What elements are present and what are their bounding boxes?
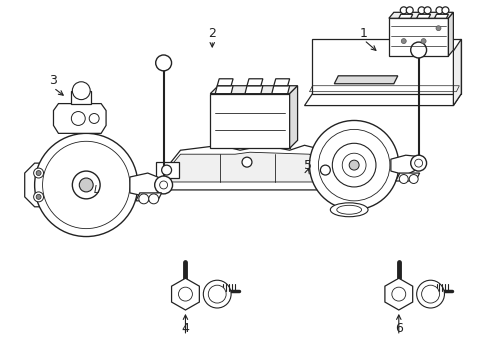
Circle shape <box>320 165 330 175</box>
Circle shape <box>139 194 148 204</box>
Circle shape <box>421 285 439 303</box>
Polygon shape <box>130 173 165 197</box>
Circle shape <box>401 39 406 44</box>
Polygon shape <box>388 12 452 18</box>
Circle shape <box>36 194 41 199</box>
Polygon shape <box>390 155 421 175</box>
Circle shape <box>34 192 43 202</box>
Text: 1: 1 <box>359 27 367 40</box>
Circle shape <box>435 7 442 14</box>
Circle shape <box>342 153 366 177</box>
Polygon shape <box>388 18 447 56</box>
Polygon shape <box>25 163 76 207</box>
Circle shape <box>178 287 192 301</box>
Circle shape <box>423 7 430 14</box>
Circle shape <box>408 175 417 184</box>
Polygon shape <box>273 79 289 86</box>
Circle shape <box>332 143 375 187</box>
Text: 3: 3 <box>49 74 57 87</box>
Circle shape <box>162 165 171 175</box>
Polygon shape <box>217 79 233 86</box>
Polygon shape <box>304 94 460 105</box>
Circle shape <box>242 157 251 167</box>
Polygon shape <box>244 86 263 94</box>
Circle shape <box>42 141 130 229</box>
Polygon shape <box>271 86 289 94</box>
Polygon shape <box>452 39 460 105</box>
Polygon shape <box>150 145 344 190</box>
Circle shape <box>71 112 85 125</box>
Circle shape <box>72 171 100 199</box>
Circle shape <box>160 181 167 189</box>
Polygon shape <box>215 86 233 94</box>
Polygon shape <box>334 76 397 84</box>
Polygon shape <box>165 152 326 182</box>
Circle shape <box>420 39 425 44</box>
Circle shape <box>208 285 225 303</box>
Polygon shape <box>155 162 178 178</box>
Circle shape <box>79 178 93 192</box>
Text: L: L <box>93 185 99 195</box>
Circle shape <box>72 82 90 100</box>
Circle shape <box>410 155 426 171</box>
Circle shape <box>348 160 358 170</box>
Circle shape <box>203 280 231 308</box>
Text: 4: 4 <box>181 322 189 336</box>
Circle shape <box>36 171 41 176</box>
Circle shape <box>155 55 171 71</box>
Circle shape <box>410 42 426 58</box>
Polygon shape <box>314 162 337 178</box>
Ellipse shape <box>336 205 361 214</box>
Circle shape <box>414 159 422 167</box>
Polygon shape <box>53 104 106 133</box>
Circle shape <box>399 175 407 184</box>
Text: 2: 2 <box>208 27 216 40</box>
Polygon shape <box>210 94 289 148</box>
Polygon shape <box>171 278 199 310</box>
Circle shape <box>89 113 99 123</box>
Polygon shape <box>447 12 452 56</box>
Polygon shape <box>384 278 412 310</box>
Circle shape <box>148 194 158 204</box>
Ellipse shape <box>330 203 367 217</box>
Polygon shape <box>398 14 412 18</box>
Polygon shape <box>395 173 419 181</box>
Text: 6: 6 <box>394 322 402 336</box>
Circle shape <box>416 280 444 308</box>
Circle shape <box>35 133 138 237</box>
Circle shape <box>318 129 389 201</box>
Polygon shape <box>136 193 162 201</box>
Circle shape <box>34 168 43 178</box>
Polygon shape <box>71 91 91 104</box>
Polygon shape <box>289 86 297 148</box>
Polygon shape <box>312 39 460 94</box>
Circle shape <box>441 7 448 14</box>
Text: 5: 5 <box>303 159 311 172</box>
Polygon shape <box>434 14 447 18</box>
Circle shape <box>435 26 440 31</box>
Polygon shape <box>246 79 263 86</box>
Polygon shape <box>416 14 429 18</box>
Circle shape <box>309 121 398 210</box>
Circle shape <box>154 176 172 194</box>
Circle shape <box>406 7 412 14</box>
Circle shape <box>400 7 407 14</box>
Circle shape <box>391 287 405 301</box>
Polygon shape <box>210 86 297 94</box>
Circle shape <box>417 7 424 14</box>
